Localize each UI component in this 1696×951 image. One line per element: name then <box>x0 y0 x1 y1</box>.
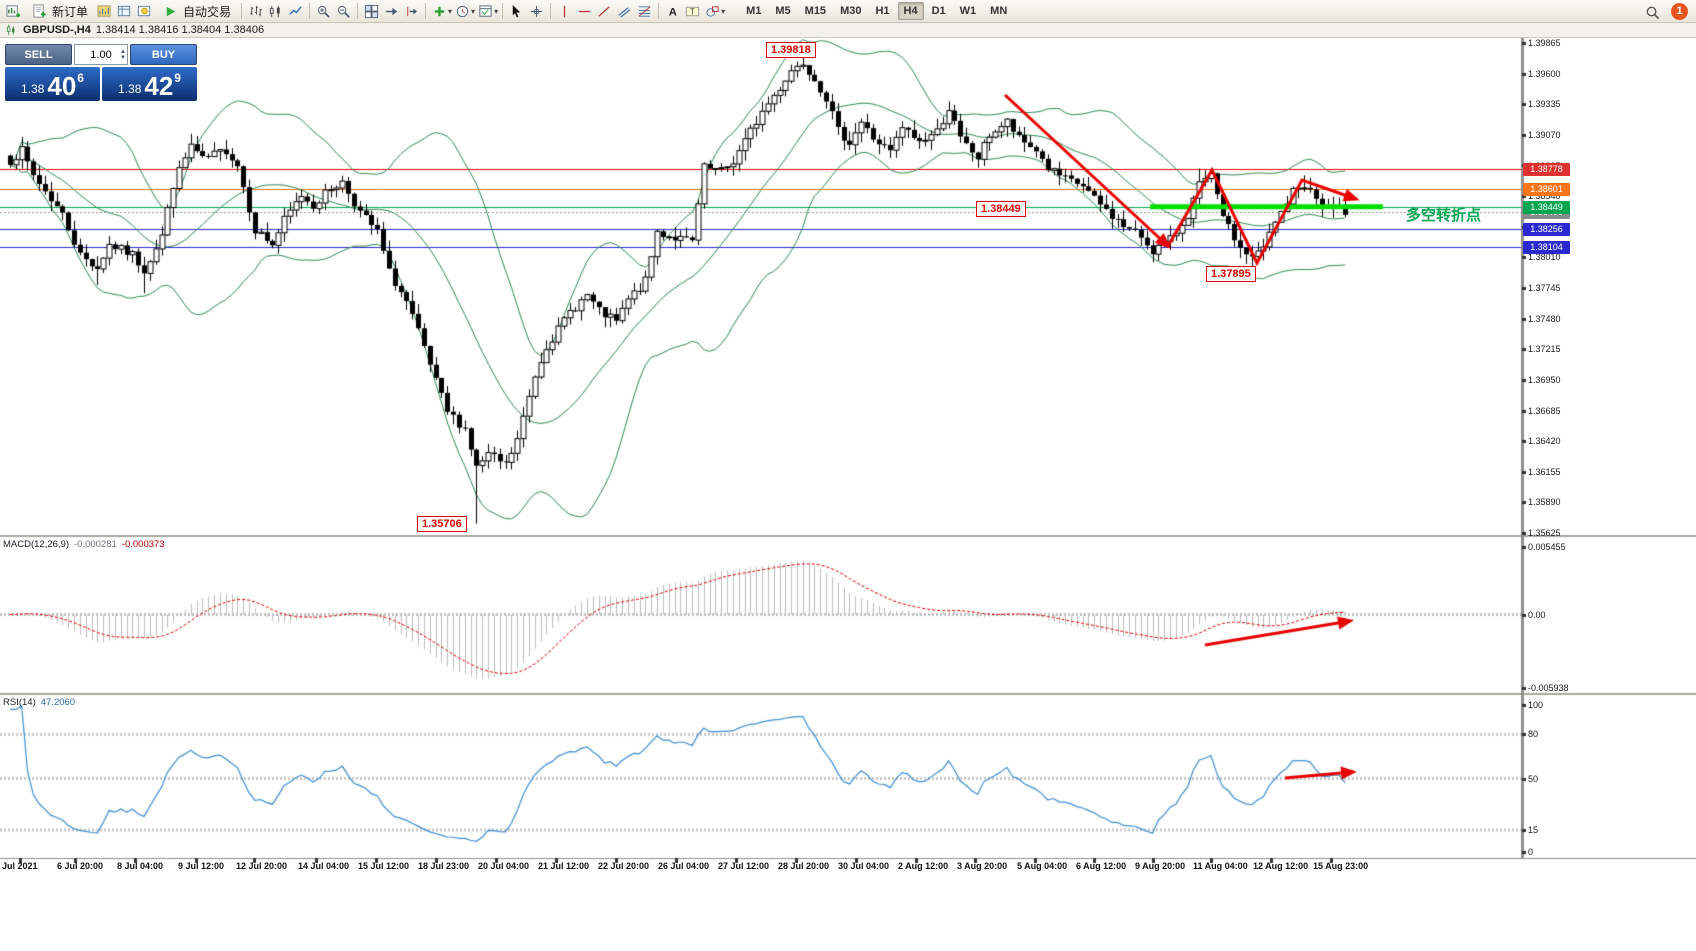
timeframe-mn[interactable]: MN <box>990 5 1008 17</box>
autotrade-label: 自动交易 <box>183 4 232 19</box>
chart-caption-bar: GBPUSD-,H4 1.38414 1.38416 1.38404 1.384… <box>0 23 1696 38</box>
new-chart-icon[interactable] <box>4 2 23 20</box>
autotrade-button[interactable]: 自动交易 <box>155 2 237 21</box>
zoom-in-icon[interactable] <box>314 2 333 20</box>
chart-symbol-period: GBPUSD-,H4 <box>23 24 91 36</box>
volume-value: 1.00 <box>90 48 112 61</box>
trendline-tool-icon[interactable] <box>595 2 614 20</box>
templates-caret-icon[interactable]: ▾ <box>494 6 499 16</box>
volume-spinner: ▲ ▼ <box>120 45 126 64</box>
timeframe-w1[interactable]: W1 <box>959 5 977 17</box>
one-click-trading-panel: SELL 1.00 ▲ ▼ BUY 1.38 40 6 1.38 42 9 <box>5 44 197 101</box>
timeframe-h4[interactable]: H4 <box>897 2 924 20</box>
toolbar-separator <box>309 3 311 19</box>
fibonacci-tool-icon[interactable] <box>635 2 654 20</box>
buy-button[interactable]: BUY <box>130 44 197 65</box>
cursor-icon[interactable] <box>507 2 526 20</box>
chart-shift-icon[interactable] <box>402 2 421 20</box>
toolbar-separator <box>502 3 504 19</box>
crosshair-icon[interactable] <box>527 2 546 20</box>
sell-price-sup: 6 <box>77 71 84 85</box>
buy-price-big: 42 <box>144 71 174 101</box>
timeframe-d1[interactable]: D1 <box>931 5 946 17</box>
autotrade-play-icon <box>161 2 180 20</box>
timeframe-bar: M1 M5 M15 M30 H1 H4 D1 W1 MN <box>740 2 1013 20</box>
volume-down-button[interactable]: ▼ <box>120 54 126 61</box>
volume-up-button[interactable]: ▲ <box>120 48 126 55</box>
vertical-line-tool-icon[interactable] <box>555 2 574 20</box>
periods-clock-icon[interactable] <box>453 2 472 20</box>
line-chart-icon[interactable] <box>286 2 305 20</box>
toolbar-separator <box>550 3 552 19</box>
chart-area <box>0 38 1696 946</box>
price-chart-canvas[interactable] <box>0 38 1696 946</box>
indicators-add-icon[interactable] <box>430 2 449 20</box>
timeframe-m1[interactable]: M1 <box>746 5 762 17</box>
new-order-icon <box>30 2 49 20</box>
volume-input[interactable]: 1.00 ▲ ▼ <box>74 44 128 65</box>
search-icon[interactable] <box>1643 3 1662 21</box>
new-order-button[interactable]: 新订单 <box>24 2 94 21</box>
toolbar-separator <box>425 3 427 19</box>
timeframe-m30[interactable]: M30 <box>840 5 862 17</box>
sell-price-display[interactable]: 1.38 40 6 <box>5 67 100 101</box>
shapes-tool-icon[interactable] <box>703 2 722 20</box>
main-toolbar: 新订单 自动交易 <box>0 0 1696 23</box>
market-watch-icon[interactable] <box>95 2 114 20</box>
notification-badge[interactable]: 1 <box>1671 3 1688 20</box>
channel-tool-icon[interactable] <box>615 2 634 20</box>
sell-price-prefix: 1.38 <box>21 82 45 96</box>
chart-ohlc-quote: 1.38414 1.38416 1.38404 1.38406 <box>95 24 265 36</box>
templates-icon[interactable] <box>476 2 495 20</box>
shapes-caret-icon[interactable]: ▾ <box>721 6 726 16</box>
candlestick-chart-icon[interactable] <box>266 2 285 20</box>
buy-price-display[interactable]: 1.38 42 9 <box>102 67 197 101</box>
symbol-candle-icon <box>4 24 18 37</box>
toolbar-separator <box>658 3 660 19</box>
indicators-caret-icon[interactable]: ▾ <box>448 6 453 16</box>
buy-price-sup: 9 <box>174 71 181 85</box>
text-tool-icon[interactable]: A <box>663 2 682 20</box>
sell-price-big: 40 <box>47 71 77 101</box>
new-order-label: 新订单 <box>52 4 89 19</box>
buy-price-prefix: 1.38 <box>118 82 142 96</box>
timeframe-h1[interactable]: H1 <box>875 5 890 17</box>
navigator-icon[interactable] <box>135 2 154 20</box>
text-label-tool-icon[interactable]: T <box>683 2 702 20</box>
bar-chart-icon[interactable] <box>246 2 265 20</box>
zoom-out-icon[interactable] <box>334 2 353 20</box>
sell-button[interactable]: SELL <box>5 44 72 65</box>
svg-text:T: T <box>690 6 695 16</box>
toolbar-separator <box>241 3 243 19</box>
tile-windows-icon[interactable] <box>362 2 381 20</box>
auto-scroll-icon[interactable] <box>382 2 401 20</box>
timeframe-m5[interactable]: M5 <box>775 5 791 17</box>
svg-text:A: A <box>669 6 677 18</box>
horizontal-line-tool-icon[interactable] <box>575 2 594 20</box>
periods-caret-icon[interactable]: ▾ <box>471 6 476 16</box>
toolbar-separator <box>357 3 359 19</box>
data-window-icon[interactable] <box>115 2 134 20</box>
timeframe-m15[interactable]: M15 <box>804 5 827 17</box>
